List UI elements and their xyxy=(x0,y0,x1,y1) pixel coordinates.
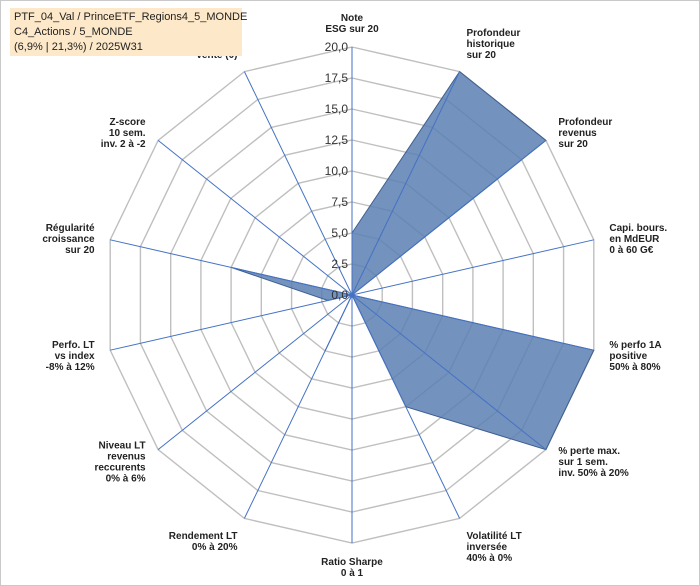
axis-label-line: % perte max. xyxy=(558,446,620,457)
axis-label-line: positive xyxy=(609,351,647,362)
axis-label-line: Profondeur xyxy=(467,28,521,39)
chart-header: PTF_04_Val / PrinceETF_Regions4_5_MONDE … xyxy=(10,8,247,56)
axis-label-line: en MdEUR xyxy=(609,234,660,245)
axis-label: Profondeur historique sur 20 xyxy=(467,28,521,61)
spoke xyxy=(351,140,547,296)
axis-label-line: 10 sem. xyxy=(109,128,146,139)
axis-label: % perte max. sur 1 sem. inv. 50% à 20% xyxy=(558,446,629,479)
axis-label-line: 0 à 60 G€ xyxy=(609,245,653,256)
axis-label: Capi. bours. en MdEUR 0 à 60 G€ xyxy=(609,223,667,256)
axis-label: Profondeur revenus sur 20 xyxy=(558,117,612,150)
header-stats: (6,9% | 21,3%) / 2025W31 xyxy=(14,41,143,53)
axis-label-line: inversée xyxy=(467,542,508,553)
axis-label-line: sur 20 xyxy=(467,50,497,61)
axis-label: % perfo 1A positive 50% à 80% xyxy=(609,340,661,373)
axis-label: Régularité croissance sur 20 xyxy=(42,223,95,256)
axis-label-line: Régularité xyxy=(46,223,95,234)
tick-label: 17,5 xyxy=(325,71,349,85)
spoke xyxy=(243,294,353,519)
header-category: C4_Actions / 5_MONDE xyxy=(14,26,133,38)
spoke xyxy=(157,140,353,296)
axis-label-line: revenus xyxy=(107,452,146,463)
axis-label: Perfo. LT vs index -8% à 12% xyxy=(46,340,95,373)
axis-label-line: Rendement LT xyxy=(169,531,238,542)
axis-label-line: 50% à 80% xyxy=(609,362,660,373)
axis-label-line: vs index xyxy=(55,351,95,362)
axis-label-line: ESG sur 20 xyxy=(325,24,379,35)
tick-label: 15,0 xyxy=(325,102,349,116)
axis-label: Note ESG sur 20 xyxy=(325,13,379,35)
tick-label: 0,0 xyxy=(331,288,348,302)
spoke xyxy=(157,294,353,450)
axis-label-line: % perfo 1A xyxy=(609,340,661,351)
axis-label-line: 0% à 20% xyxy=(192,542,238,553)
radar-series xyxy=(230,70,595,451)
axis-label: Rendement LT 0% à 20% xyxy=(169,531,238,553)
axis-label-line: 40% à 0% xyxy=(467,553,513,564)
axis-label-line: 0% à 6% xyxy=(106,474,146,485)
radar-tick-labels: 0,0 2,5 5,0 7,5 10,0 12,5 15,0 17,5 20,0 xyxy=(325,40,349,302)
tick-label: 10,0 xyxy=(325,164,349,178)
spoke xyxy=(110,294,353,351)
axis-label-line: Volatilité LT xyxy=(467,531,522,542)
axis-label-line: Z-score xyxy=(109,117,146,128)
axis-label-line: inv. 50% à 20% xyxy=(558,468,629,479)
axis-label-line: inv. 2 à -2 xyxy=(101,139,146,150)
axis-label-line: -8% à 12% xyxy=(46,362,95,373)
axis-label-line: historique xyxy=(467,39,516,50)
axis-label-line: revenus xyxy=(558,128,597,139)
tick-label: 20,0 xyxy=(325,40,349,54)
axis-label-line: sur 20 xyxy=(65,245,95,256)
spoke xyxy=(351,294,461,519)
axis-label: Z-score 10 sem. inv. 2 à -2 xyxy=(101,117,146,150)
tick-label: 7,5 xyxy=(331,195,348,209)
spoke xyxy=(351,239,594,296)
axis-label-line: croissance xyxy=(42,234,95,245)
axis-label-line: 0 à 1 xyxy=(341,568,364,579)
axis-label-line: reccurents xyxy=(94,463,146,474)
axis-label: Ratio Sharpe 0 à 1 xyxy=(321,557,383,579)
radar-spokes xyxy=(110,47,594,543)
series-area xyxy=(230,70,595,451)
axis-label-line: Perfo. LT xyxy=(52,340,95,351)
axis-label-line: sur 1 sem. xyxy=(558,457,608,468)
header-portfolio: PTF_04_Val / PrinceETF_Regions4_5_MONDE xyxy=(14,11,248,23)
axis-label: Volatilité LT inversée 40% à 0% xyxy=(467,531,522,564)
spoke xyxy=(243,71,353,296)
spoke xyxy=(351,294,547,450)
axis-label-line: Niveau LT xyxy=(99,441,146,452)
axis-label-line: Capi. bours. xyxy=(609,223,667,234)
spoke xyxy=(351,294,594,351)
tick-label: 5,0 xyxy=(331,226,348,240)
axis-label-line: Profondeur xyxy=(558,117,612,128)
spoke xyxy=(351,71,461,296)
tick-label: 2,5 xyxy=(331,257,348,271)
spoke xyxy=(110,239,353,296)
axis-label-line: sur 20 xyxy=(558,139,588,150)
axis-label: Niveau LT revenus reccurents 0% à 6% xyxy=(94,441,146,485)
axis-label-line: Ratio Sharpe xyxy=(321,557,383,568)
tick-label: 12,5 xyxy=(325,133,349,147)
axis-label-line: Note xyxy=(341,13,364,24)
